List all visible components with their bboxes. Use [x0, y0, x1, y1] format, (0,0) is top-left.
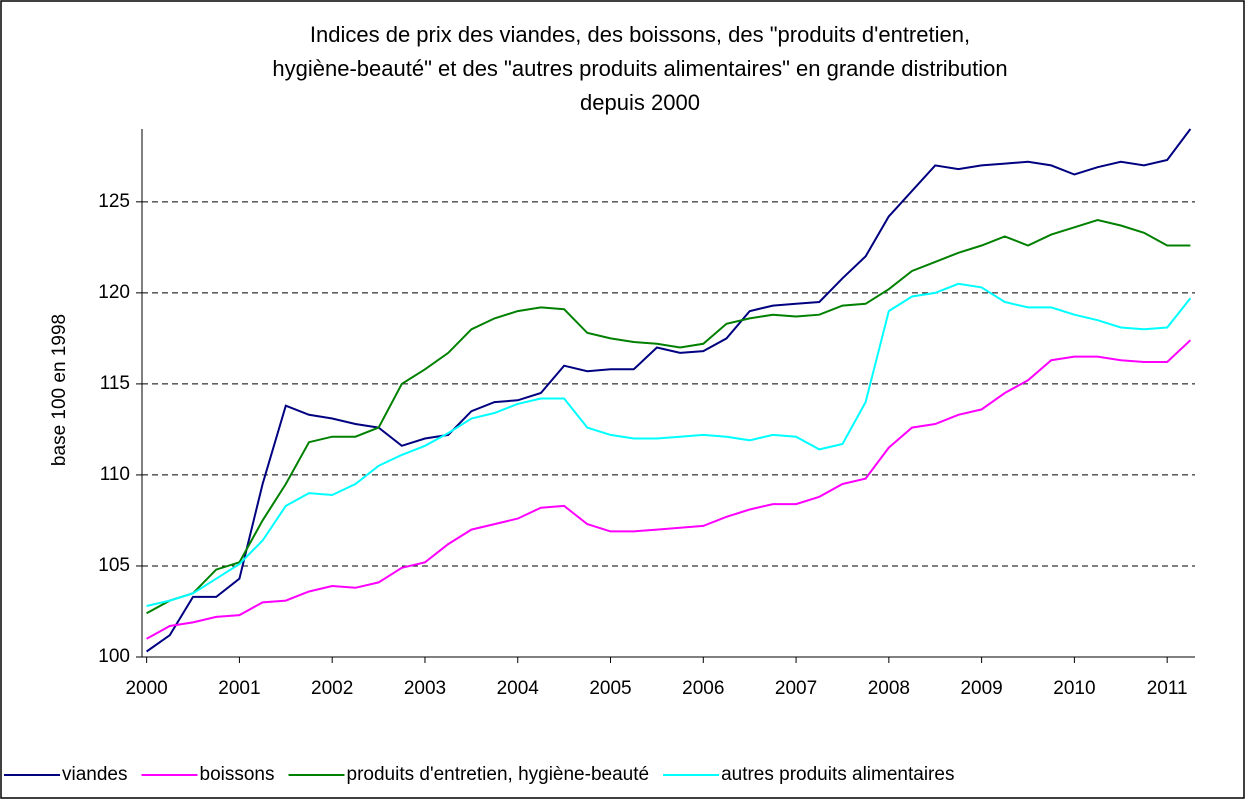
x-tick-label: 2007	[775, 678, 817, 699]
chart-title: hygiène-beauté" et des "autres produits …	[272, 56, 1007, 81]
series-line	[146, 339, 1192, 640]
x-tick-label: 2010	[1053, 678, 1095, 699]
y-tick-label: 110	[100, 464, 130, 485]
series-line	[146, 128, 1192, 653]
x-tick-label: 2005	[589, 678, 631, 699]
series-line	[146, 282, 1192, 607]
legend-label: autres produits alimentaires	[721, 764, 954, 785]
x-tick-label: 2009	[960, 678, 1002, 699]
x-tick-label: 2008	[868, 678, 910, 699]
y-tick-label: 120	[98, 282, 130, 303]
x-tick-label: 2000	[125, 678, 167, 699]
y-tick-label: 105	[98, 555, 130, 576]
y-tick-label: 115	[100, 373, 130, 394]
x-tick-label: 2001	[218, 678, 260, 699]
legend-label: produits d'entretien, hygiène-beauté	[347, 764, 650, 785]
legend-label: viandes	[62, 764, 128, 785]
y-tick-label: 125	[98, 191, 130, 212]
chart-title: depuis 2000	[580, 90, 700, 115]
series-line	[146, 218, 1191, 615]
x-tick-label: 2002	[311, 678, 353, 699]
y-tick-label: 100	[98, 646, 130, 667]
x-tick-label: 2006	[682, 678, 724, 699]
chart-title: Indices de prix des viandes, des boisson…	[310, 22, 970, 47]
x-tick-label: 2011	[1147, 678, 1188, 699]
y-axis-label: base 100 en 1998	[49, 314, 70, 466]
x-tick-label: 2004	[497, 678, 540, 699]
legend-label: boissons	[200, 764, 275, 785]
x-tick-label: 2003	[404, 678, 446, 699]
